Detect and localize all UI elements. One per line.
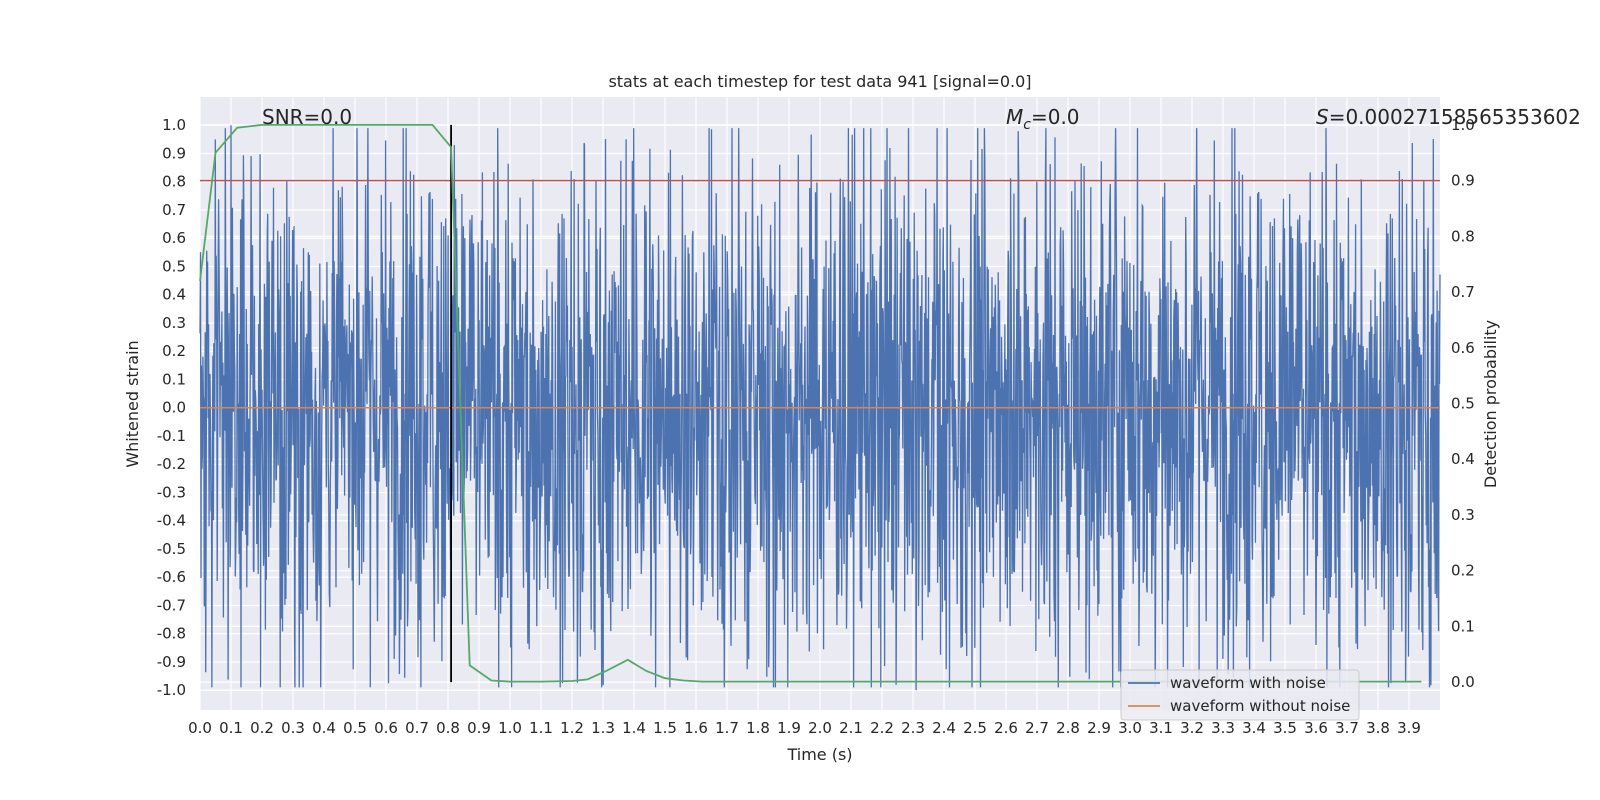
x-tick-label: 3.8 <box>1366 719 1390 737</box>
y-tick-label: -0.3 <box>157 483 186 501</box>
x-tick-label: 2.9 <box>1087 719 1111 737</box>
chirp-mass-value: =0.0 <box>1031 105 1080 129</box>
x-tick-label: 0.1 <box>219 719 243 737</box>
x-tick-label: 0.3 <box>281 719 305 737</box>
y-tick-label: -0.7 <box>157 596 186 614</box>
s-value: =0.00027158565353602 <box>1329 105 1581 129</box>
y-tick-label: -0.4 <box>157 512 186 530</box>
x-tick-label: 2.4 <box>932 719 956 737</box>
series-detection-probability <box>199 124 1422 683</box>
x-tick-label: 3.0 <box>1118 719 1142 737</box>
y2-tick-label: 1.0 <box>1451 116 1475 134</box>
x-tick-labels: 0.0 0.1 0.2 0.3 0.4 0.5 0.6 0.7 0.8 0.9 1.0 1.1 1.2 1… <box>188 719 1421 737</box>
y2-axis-title: Detection probability <box>1481 320 1500 488</box>
x-tick-label: 2.7 <box>1025 719 1049 737</box>
y-tick-label: -0.6 <box>157 568 186 586</box>
x-tick-label: 2.5 <box>963 719 987 737</box>
x-tick-label: 3.3 <box>1211 719 1235 737</box>
data-layer <box>199 124 1441 691</box>
y-tick-label: -0.8 <box>157 625 186 643</box>
y-tick-label: -0.5 <box>157 540 186 558</box>
y-tick-labels: 1.0 0.9 0.8 0.7 0.6 0.5 0.4 0.3 0.2 0.1 0.0 -0.1 -0.… <box>157 116 186 699</box>
x-tick-label: 3.4 <box>1242 719 1266 737</box>
snr-annotation: SNR=0.0 <box>262 105 352 129</box>
x-tick-label: 1.7 <box>715 719 739 737</box>
x-tick-label: 3.9 <box>1397 719 1421 737</box>
x-tick-label: 2.3 <box>901 719 925 737</box>
y2-tick-label: 0.3 <box>1451 506 1475 524</box>
x-tick-label: 0.8 <box>436 719 460 737</box>
y-tick-label: 0.3 <box>162 314 186 332</box>
x-tick-label: 1.0 <box>498 719 522 737</box>
legend-label-noise: waveform with noise <box>1170 674 1326 692</box>
y-tick-label: 0.6 <box>162 229 186 247</box>
chart-title: stats at each timestep for test data 941… <box>608 72 1031 91</box>
y2-tick-label: 0.2 <box>1451 562 1475 580</box>
y-tick-label: 0.8 <box>162 173 186 191</box>
y-tick-label: 0.1 <box>162 370 186 388</box>
s-symbol: S <box>1316 105 1329 129</box>
y2-tick-label: 0.4 <box>1451 450 1475 468</box>
x-tick-label: 1.5 <box>653 719 677 737</box>
x-tick-label: 1.1 <box>529 719 553 737</box>
x-tick-label: 3.7 <box>1335 719 1359 737</box>
x-tick-label: 2.0 <box>808 719 832 737</box>
y-tick-label: -0.2 <box>157 455 186 473</box>
legend-box <box>1120 669 1360 721</box>
y2-tick-label: 0.5 <box>1451 395 1475 413</box>
x-tick-label: 0.7 <box>405 719 429 737</box>
y2-tick-labels: 1.0 0.9 0.8 0.7 0.6 0.5 0.4 0.3 0.2 0.1 0.0 <box>1451 116 1475 691</box>
x-tick-label: 2.8 <box>1056 719 1080 737</box>
y-tick-label: -0.9 <box>157 653 186 671</box>
y2-tick-label: 0.1 <box>1451 617 1475 635</box>
x-tick-label: 2.2 <box>870 719 894 737</box>
x-tick-label: 0.0 <box>188 719 212 737</box>
x-axis-title: Time (s) <box>786 745 852 764</box>
x-tick-label: 1.8 <box>746 719 770 737</box>
legend: waveform with noise waveform without noi… <box>1120 669 1360 721</box>
chirp-mass-annotation: Mc=0.0 <box>1006 105 1080 133</box>
x-tick-label: 0.9 <box>467 719 491 737</box>
y2-tick-label: 0.7 <box>1451 283 1475 301</box>
y2-tick-label: 0.9 <box>1451 172 1475 190</box>
x-tick-label: 1.6 <box>684 719 708 737</box>
legend-label-clean: waveform without noise <box>1170 697 1350 715</box>
x-tick-label: 0.4 <box>312 719 336 737</box>
x-tick-label: 3.6 <box>1304 719 1328 737</box>
chirp-mass-symbol: M <box>1006 105 1023 129</box>
y2-tick-label: 0.0 <box>1451 673 1475 691</box>
x-tick-label: 1.9 <box>777 719 801 737</box>
y-tick-label: 1.0 <box>162 116 186 134</box>
series-waveform-with-noise <box>199 125 1441 691</box>
x-tick-label: 2.1 <box>839 719 863 737</box>
y-tick-label: 0.7 <box>162 201 186 219</box>
y2-tick-label: 0.8 <box>1451 227 1475 245</box>
x-tick-label: 1.2 <box>560 719 584 737</box>
x-tick-label: 3.1 <box>1149 719 1173 737</box>
x-tick-label: 0.6 <box>374 719 398 737</box>
y-axis-title: Whitened strain <box>123 340 142 467</box>
chirp-mass-subscript: c <box>1023 117 1031 133</box>
s-annotation: S=0.00027158565353602 <box>1316 105 1581 129</box>
y-tick-label: -0.1 <box>157 427 186 445</box>
x-tick-label: 0.5 <box>343 719 367 737</box>
x-tick-label: 2.6 <box>994 719 1018 737</box>
y-tick-label: 0.2 <box>162 342 186 360</box>
x-tick-label: 1.3 <box>591 719 615 737</box>
y-tick-label: 0.9 <box>162 144 186 162</box>
y-tick-label: 0.0 <box>162 399 186 417</box>
x-tick-label: 0.2 <box>250 719 274 737</box>
y-tick-label: 0.4 <box>162 286 186 304</box>
y-tick-label: 0.5 <box>162 257 186 275</box>
x-tick-label: 1.4 <box>622 719 646 737</box>
x-tick-label: 3.5 <box>1273 719 1297 737</box>
x-tick-label: 3.2 <box>1180 719 1204 737</box>
y2-tick-label: 0.6 <box>1451 339 1475 357</box>
y-tick-label: -1.0 <box>157 681 186 699</box>
